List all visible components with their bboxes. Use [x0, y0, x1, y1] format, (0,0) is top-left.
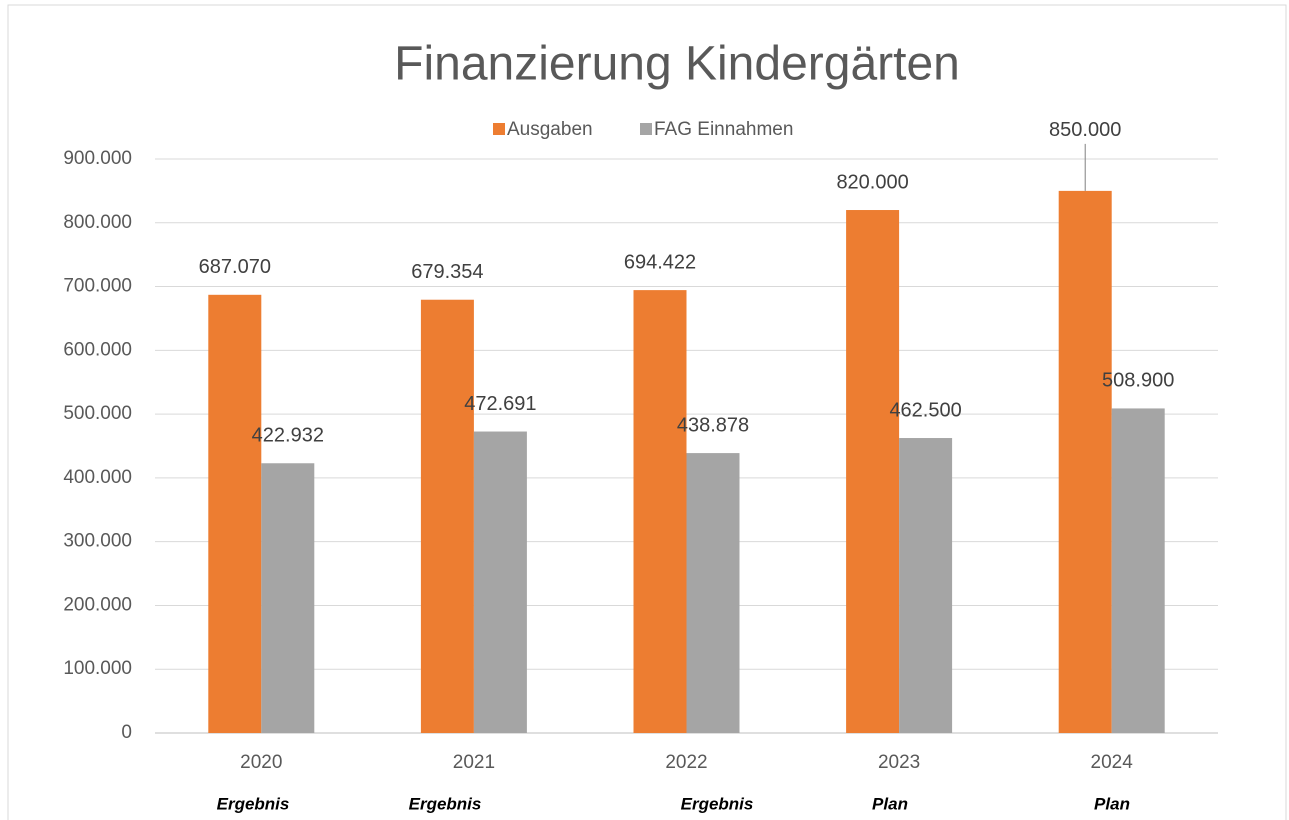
x-tick-label: 2024: [1091, 752, 1134, 773]
bar: [208, 294, 262, 733]
y-tick-label: 300.000: [63, 531, 132, 552]
x-tick-label: 2023: [878, 752, 920, 773]
data-label: 438.878: [677, 414, 749, 436]
x-tick-label: 2021: [453, 752, 495, 773]
data-label: 422.932: [252, 425, 324, 447]
data-label: 694.422: [624, 251, 696, 273]
data-label: 820.000: [836, 171, 908, 193]
data-label: 462.500: [889, 399, 961, 421]
y-tick-label: 500.000: [63, 403, 132, 424]
y-tick-label: 400.000: [63, 467, 132, 488]
data-label: 679.354: [411, 261, 483, 283]
legend-label: Ausgaben: [507, 119, 593, 140]
y-tick-label: 0: [121, 722, 132, 743]
x-sublabel: Plan: [1094, 794, 1130, 813]
bar: [420, 299, 474, 733]
bar: [473, 431, 527, 733]
x-sublabel: Ergebnis: [409, 794, 482, 813]
bar: [1058, 190, 1112, 733]
data-label: 508.900: [1102, 370, 1174, 392]
data-label: 850.000: [1049, 119, 1121, 141]
legend-swatch: [493, 123, 505, 135]
y-tick-label: 100.000: [63, 658, 132, 679]
x-sublabel: Ergebnis: [217, 794, 290, 813]
legend-label: FAG Einnahmen: [654, 119, 793, 140]
bar: [686, 453, 740, 733]
bar: [1111, 408, 1165, 733]
y-tick-label: 800.000: [63, 212, 132, 233]
bar: [633, 290, 687, 733]
legend-swatch: [640, 123, 652, 135]
x-sublabel: Plan: [872, 794, 908, 813]
bar: [846, 210, 900, 733]
chart-title: Finanzierung Kindergärten: [394, 38, 960, 91]
x-tick-label: 2020: [240, 752, 282, 773]
bar: [899, 438, 953, 733]
y-tick-label: 900.000: [63, 148, 132, 169]
y-tick-label: 200.000: [63, 594, 132, 615]
bar: [261, 463, 315, 733]
x-sublabel: Ergebnis: [681, 794, 754, 813]
x-tick-label: 2022: [665, 752, 707, 773]
y-tick-label: 600.000: [63, 339, 132, 360]
data-label: 687.070: [199, 256, 271, 278]
y-tick-label: 700.000: [63, 276, 132, 297]
data-label: 472.691: [464, 393, 536, 415]
